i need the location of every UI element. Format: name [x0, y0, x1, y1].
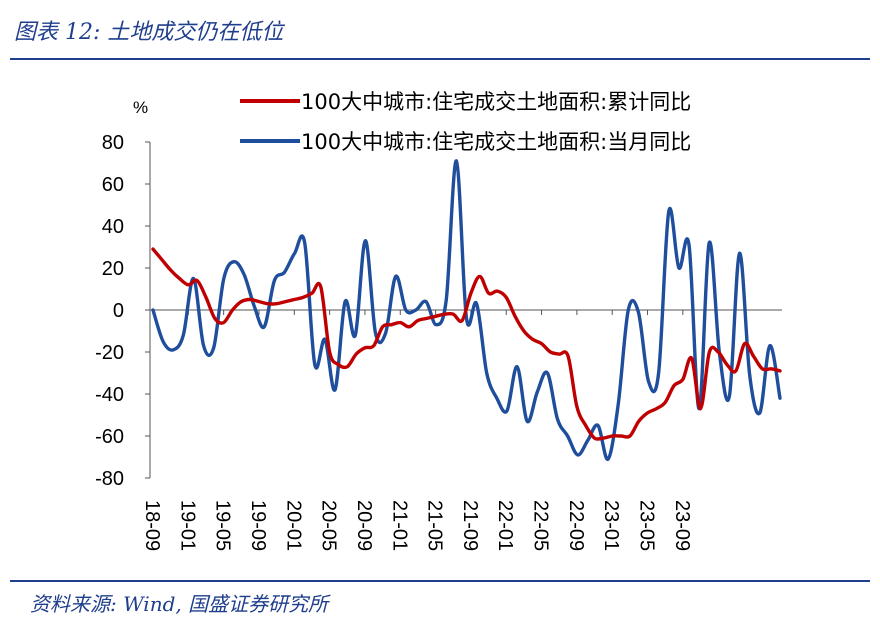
x-tick-label: 22-05 [530, 500, 552, 551]
x-tick-label: 20-05 [318, 500, 340, 551]
y-unit-label: % [133, 98, 148, 117]
figure-title: 图表 12: 土地成交仍在低位 [14, 20, 284, 45]
y-tick-label: 40 [102, 216, 124, 238]
y-axis-ticks: 80 60 40 20 0 -20 -40 -60 -80 [95, 132, 150, 490]
series-line-0 [151, 247, 782, 441]
x-tick-label: 21-05 [424, 500, 446, 551]
x-tick-label: 20-01 [282, 500, 304, 551]
title-divider [10, 58, 870, 60]
x-tick-label: 20-09 [353, 500, 375, 551]
x-tick-label: 19-05 [212, 500, 234, 551]
x-tick-label: 23-09 [671, 500, 693, 551]
y-tick-label: -60 [95, 426, 124, 448]
x-tick-label: 22-09 [565, 500, 587, 551]
series-line-1 [151, 159, 782, 461]
source-note: 资料来源: Wind, 国盛证券研究所 [30, 592, 329, 616]
x-tick-label: 23-01 [600, 500, 622, 551]
x-tick-label: 23-05 [636, 500, 658, 551]
legend-label-0: 100大中城市:住宅成交土地面积:累计同比 [301, 90, 691, 114]
x-tick-label: 19-01 [176, 500, 198, 551]
y-tick-label: 20 [102, 258, 124, 280]
y-tick-label: 80 [102, 132, 124, 154]
y-tick-label: -20 [95, 342, 124, 364]
y-tick-label: -80 [95, 468, 124, 490]
y-tick-label: 60 [102, 174, 124, 196]
legend: 100大中城市:住宅成交土地面积:累计同比 100大中城市:住宅成交土地面积:当月… [240, 90, 691, 154]
x-tick-label: 18-09 [141, 500, 163, 551]
x-tick-label: 22-01 [494, 500, 516, 551]
x-tick-label: 19-09 [247, 500, 269, 551]
y-tick-label: 0 [113, 300, 124, 322]
x-tick-label: 21-09 [459, 500, 481, 551]
x-axis-ticks: 18-09 19-01 19-05 19-09 20-01 20-05 20-09 21-01… [141, 310, 693, 551]
y-tick-label: -40 [95, 384, 124, 406]
source-divider [10, 580, 870, 582]
legend-label-1: 100大中城市:住宅成交土地面积:当月同比 [301, 130, 691, 154]
series-layer [151, 159, 782, 461]
x-tick-label: 21-01 [388, 500, 410, 551]
